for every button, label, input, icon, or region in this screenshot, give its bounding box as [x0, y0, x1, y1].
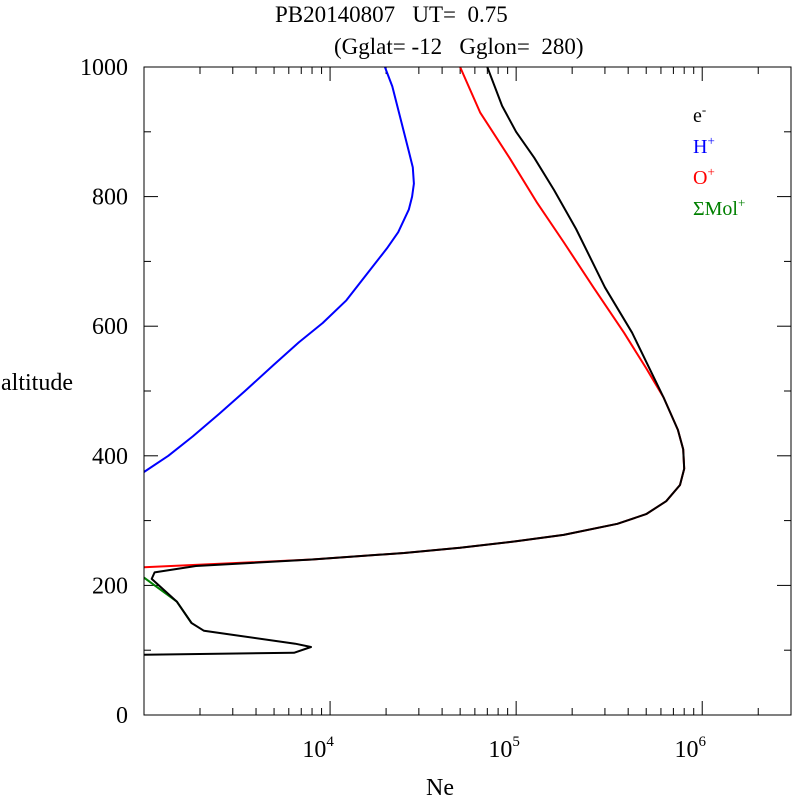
y-tick-label: 400 — [92, 444, 128, 470]
series-line-e — [144, 67, 686, 656]
y-axis-title: altitude — [1, 370, 73, 396]
x-tick-labels: 104 105 106 — [302, 734, 706, 763]
y-tick-label: 1000 — [80, 55, 128, 81]
y-tick-label: 0 — [116, 703, 128, 729]
series-layer — [144, 67, 686, 656]
legend-entry-h: H+ — [693, 133, 715, 158]
legend: e- H+ O+ ΣMol+ — [693, 102, 745, 220]
x-axis-title: Ne — [426, 775, 454, 796]
chart-title-line2: (Gglat= -12 Gglon= 280) — [334, 34, 584, 59]
y-tick-labels: 0 200 400 600 800 1000 — [80, 55, 128, 729]
series-line-mol — [144, 576, 193, 624]
x-tick-label: 105 — [488, 734, 520, 763]
chart-title-line1: PB20140807 UT= 0.75 — [275, 2, 508, 27]
legend-entry-e: e- — [693, 102, 706, 127]
x-tick-label: 106 — [674, 734, 706, 763]
plot-frame — [143, 66, 792, 716]
x-tick-label: 104 — [302, 734, 334, 763]
y-tick-label: 200 — [92, 573, 128, 599]
legend-entry-o: O+ — [693, 164, 715, 189]
axis-ticks — [143, 66, 792, 716]
y-tick-label: 600 — [92, 314, 128, 340]
series-line-h — [144, 67, 415, 473]
y-tick-label: 800 — [92, 185, 128, 211]
series-line-o — [144, 67, 686, 569]
legend-entry-mol: ΣMol+ — [693, 195, 745, 220]
